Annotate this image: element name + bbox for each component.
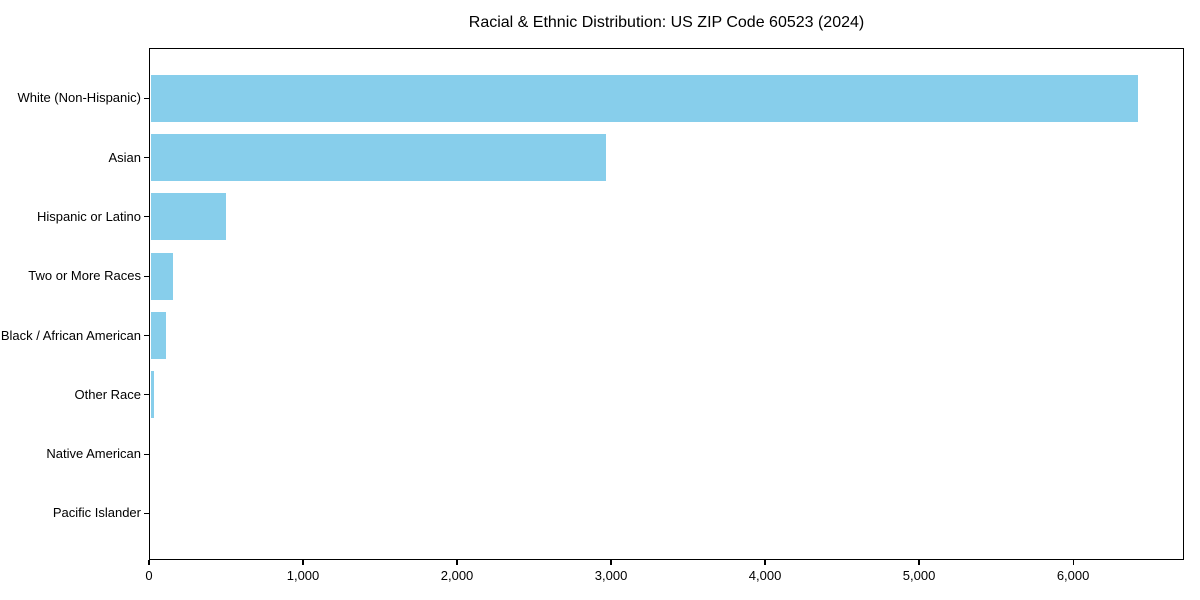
x-tick-mark xyxy=(918,560,920,565)
bar xyxy=(150,312,166,359)
bar xyxy=(150,193,226,241)
x-tick-mark xyxy=(610,560,612,565)
x-tick-label: 2,000 xyxy=(440,568,474,583)
x-tick-mark xyxy=(764,560,766,565)
plot-area xyxy=(149,48,1184,560)
chart-title: Racial & Ethnic Distribution: US ZIP Cod… xyxy=(468,14,865,31)
y-axis-label: Black / African American xyxy=(0,327,141,343)
bar xyxy=(150,74,1138,122)
y-tick-mark xyxy=(144,97,149,99)
y-tick-mark xyxy=(144,334,149,337)
x-tick-mark xyxy=(1072,560,1074,565)
y-tick-mark xyxy=(144,216,149,218)
bar xyxy=(150,252,173,300)
y-tick-mark xyxy=(144,453,149,455)
x-tick-label: 5,000 xyxy=(902,568,936,583)
y-axis-label: Pacific Islander xyxy=(52,505,141,521)
x-tick-label: 4,000 xyxy=(748,568,782,583)
x-tick-label: 6,000 xyxy=(1056,568,1090,583)
x-tick-label: 0 xyxy=(145,568,153,583)
y-axis-label: Other Race xyxy=(74,386,141,402)
y-axis-label: White (Non-Hispanic) xyxy=(17,90,141,106)
y-axis-label: Two or More Races xyxy=(28,268,141,284)
y-tick-mark xyxy=(144,394,149,396)
y-axis-label: Hispanic or Latino xyxy=(36,208,141,224)
x-tick-mark xyxy=(302,560,304,565)
bar xyxy=(150,134,607,182)
x-tick-mark xyxy=(148,560,150,565)
y-axis-label: Native American xyxy=(46,446,141,462)
x-tick-label: 1,000 xyxy=(286,568,320,583)
x-tick-label: 3,000 xyxy=(594,568,628,583)
y-tick-mark xyxy=(144,512,149,514)
bar xyxy=(150,371,155,419)
y-tick-mark xyxy=(144,275,149,277)
x-tick-mark xyxy=(456,560,458,565)
y-axis-label: Asian xyxy=(108,149,141,165)
y-tick-mark xyxy=(144,157,149,159)
